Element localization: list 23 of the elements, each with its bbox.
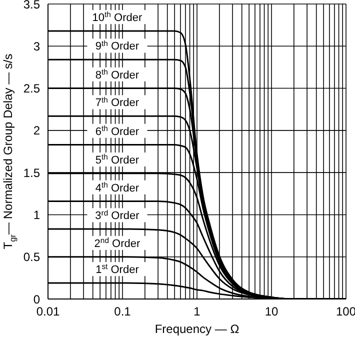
x-axis-title: Frequency — Ω — [154, 322, 240, 336]
x-tick-label: 1 — [194, 304, 201, 319]
y-tick-label: 2 — [33, 124, 40, 138]
series-label: 7$^{th}$ Order — [95, 95, 140, 110]
series-label: 10$^{th}$ Order — [92, 10, 142, 24]
series-label: 9$^{th}$ Order — [95, 38, 140, 53]
series-label: 3$^{rd}$ Order — [95, 208, 140, 222]
series-label: 4$^{th}$ Order — [95, 180, 140, 194]
x-tick-label: 10 — [264, 304, 278, 319]
series-label: 1$^{st}$ Order — [96, 262, 140, 276]
series-label: 6$^{th}$ Order — [95, 124, 140, 138]
y-tick-label: 3.5 — [23, 0, 40, 12]
y-tick-label: 1 — [33, 208, 40, 222]
y-tick-label: 0.5 — [23, 250, 40, 264]
y-tick-label: 3 — [33, 39, 40, 54]
series-label: 2$^{nd}$ Order — [94, 236, 140, 250]
series-label: 5$^{th}$ Order — [95, 152, 140, 167]
x-tick-label: 0.1 — [114, 304, 132, 319]
series-label: 8$^{th}$ Order — [95, 68, 140, 82]
x-tick-label: 0.01 — [36, 304, 60, 319]
y-tick-label: 1.5 — [23, 166, 40, 180]
y-tick-label: 0 — [33, 292, 40, 306]
y-tick-label: 2.5 — [23, 82, 40, 96]
